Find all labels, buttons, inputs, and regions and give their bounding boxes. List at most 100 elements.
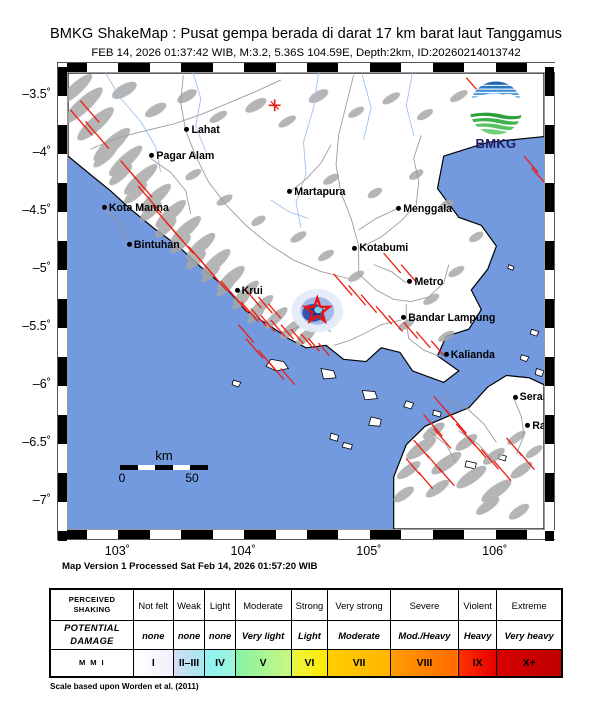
frame-tick (545, 473, 554, 502)
y-axis-tick-label: –5˚ (32, 261, 51, 276)
frame-tick (495, 530, 528, 539)
legend-cell-mmi: VII (327, 649, 391, 678)
x-axis-tick-label: 106˚ (482, 544, 508, 558)
frame-tick (545, 67, 554, 97)
frame-tick (58, 415, 67, 445)
frame-tick (545, 183, 554, 213)
bmkg-logo: BMKG (460, 81, 532, 151)
frame-tick (181, 530, 213, 539)
legend-cell-mmi: I (133, 649, 174, 678)
frame-tick (545, 415, 554, 445)
event-subtitle: FEB 14, 2026 01:37:42 WIB, M:3.2, 5.36S … (91, 47, 521, 59)
legend-rowhead-damage-l1: POTENTIAL (64, 622, 120, 634)
legend-cell-mmi: X+ (496, 649, 563, 678)
legend-cell-damage: Mod./Heavy (389, 620, 460, 650)
legend-cell-perceived: Not felt (133, 588, 174, 621)
legend-cell-perceived: Moderate (234, 588, 292, 621)
legend-cell-perceived: Weak (172, 588, 206, 621)
legend-attribution: Scale based upon Worden et al. (2011) (50, 682, 199, 691)
bmkg-logo-label: BMKG (475, 136, 517, 151)
legend-cell-perceived: Light (204, 588, 236, 621)
y-axis-tick-label: –5.5˚ (22, 319, 51, 334)
legend-cell-damage: none (133, 620, 174, 650)
frame-tick (58, 67, 67, 97)
bmkg-logo-graphic (469, 81, 523, 135)
frame-tick-band-top (58, 63, 556, 72)
frame-tick (545, 299, 554, 329)
legend-row-perceived-shaking: PERCEIVED SHAKING Not felt Weak Light Moder… (49, 588, 563, 621)
frame-tick (495, 63, 528, 72)
y-axis-tick-label: –3.5˚ (22, 87, 51, 102)
frame-tick (58, 125, 67, 155)
x-axis-tick-label: 104˚ (230, 544, 256, 558)
frame-tick (244, 530, 276, 539)
legend-rowhead-perceived-l1: PERCEIVED (68, 594, 116, 604)
map-graphics (68, 73, 544, 529)
scale-bar-min: 0 (118, 471, 126, 485)
legend-rowhead-damage: POTENTIAL DAMAGE (49, 620, 134, 650)
legend-cell-mmi: II–III (172, 649, 206, 678)
y-axis-tick-label: –4˚ (32, 145, 51, 160)
x-axis-tick-label: 105˚ (356, 544, 382, 558)
map-version-line: Map Version 1 Processed Sat Feb 14, 2026… (62, 561, 318, 572)
frame-tick (58, 63, 87, 72)
frame-tick (545, 531, 554, 541)
legend-cell-damage: Moderate (327, 620, 391, 650)
frame-tick (244, 63, 276, 72)
frame-tick (369, 63, 402, 72)
shakemap-frame: Lahat Pagar Alam Martapura Kota Manna Mengga… (57, 62, 556, 541)
frame-tick (369, 530, 402, 539)
frame-tick-band-bottom (58, 530, 556, 539)
x-axis-tick-label: 103˚ (104, 544, 130, 558)
frame-tick (432, 530, 465, 539)
legend-cell-damage: none (172, 620, 206, 650)
legend-cell-perceived: Very strong (327, 588, 391, 621)
legend-cell-damage: none (204, 620, 236, 650)
frame-tick (307, 63, 339, 72)
legend-cell-perceived: Strong (290, 588, 329, 621)
page-title: BMKG ShakeMap : Pusat gempa berada di da… (49, 26, 563, 42)
legend-cell-mmi: IX (458, 649, 498, 678)
legend-rowhead-perceived: PERCEIVED SHAKING (49, 588, 134, 621)
scale-bar-max: 50 (185, 471, 199, 485)
frame-tick (58, 241, 67, 271)
scale-bar-unit: km (155, 448, 173, 463)
frame-tick (432, 63, 465, 72)
y-axis-tick-label: –6˚ (32, 377, 51, 392)
legend-rowhead-mmi: M M I (49, 649, 134, 678)
frame-tick (118, 530, 150, 539)
scale-bar-ticks: 0 50 (118, 471, 208, 485)
map-viewport[interactable]: Lahat Pagar Alam Martapura Kota Manna Mengga… (67, 72, 545, 530)
scale-bar-segments (120, 465, 208, 470)
frame-tick (118, 63, 150, 72)
legend-cell-damage: Very heavy (496, 620, 563, 650)
legend-rowhead-damage-l2: DAMAGE (70, 635, 114, 646)
legend-cell-mmi: VI (290, 649, 329, 678)
frame-tick (58, 473, 67, 502)
legend-cell-perceived: Violent (458, 588, 498, 621)
frame-tick (58, 183, 67, 213)
legend-cell-damage: Heavy (458, 620, 498, 650)
title-block: BMKG ShakeMap : Pusat gempa berada di da… (0, 0, 612, 59)
y-axis-tick-label: –6.5˚ (22, 435, 51, 450)
frame-tick (58, 357, 67, 387)
frame-tick (545, 241, 554, 271)
legend-cell-mmi: VIII (389, 649, 460, 678)
frame-tick (307, 530, 339, 539)
legend-rowhead-perceived-l2: SHAKING (73, 605, 111, 614)
legend-cell-damage: Very light (234, 620, 292, 650)
scale-bar: km 0 50 (116, 448, 212, 485)
frame-tick-band-right (545, 63, 554, 541)
frame-tick (545, 357, 554, 387)
y-axis-tick-label: –4.5˚ (22, 203, 51, 218)
legend-row-mmi: M M I I II–III IV V VI VII VIII IX X+ (49, 649, 563, 678)
intensity-legend-table: PERCEIVED SHAKING Not felt Weak Light Moder… (49, 588, 563, 678)
legend-row-potential-damage: POTENTIAL DAMAGE none none none Very light L… (49, 620, 563, 650)
legend-cell-perceived: Extreme (496, 588, 563, 621)
frame-tick (58, 299, 67, 329)
bmkg-logo-disc (469, 81, 523, 135)
frame-tick (181, 63, 213, 72)
frame-tick (545, 125, 554, 155)
legend-cell-damage: Light (290, 620, 329, 650)
frame-tick (58, 531, 67, 541)
